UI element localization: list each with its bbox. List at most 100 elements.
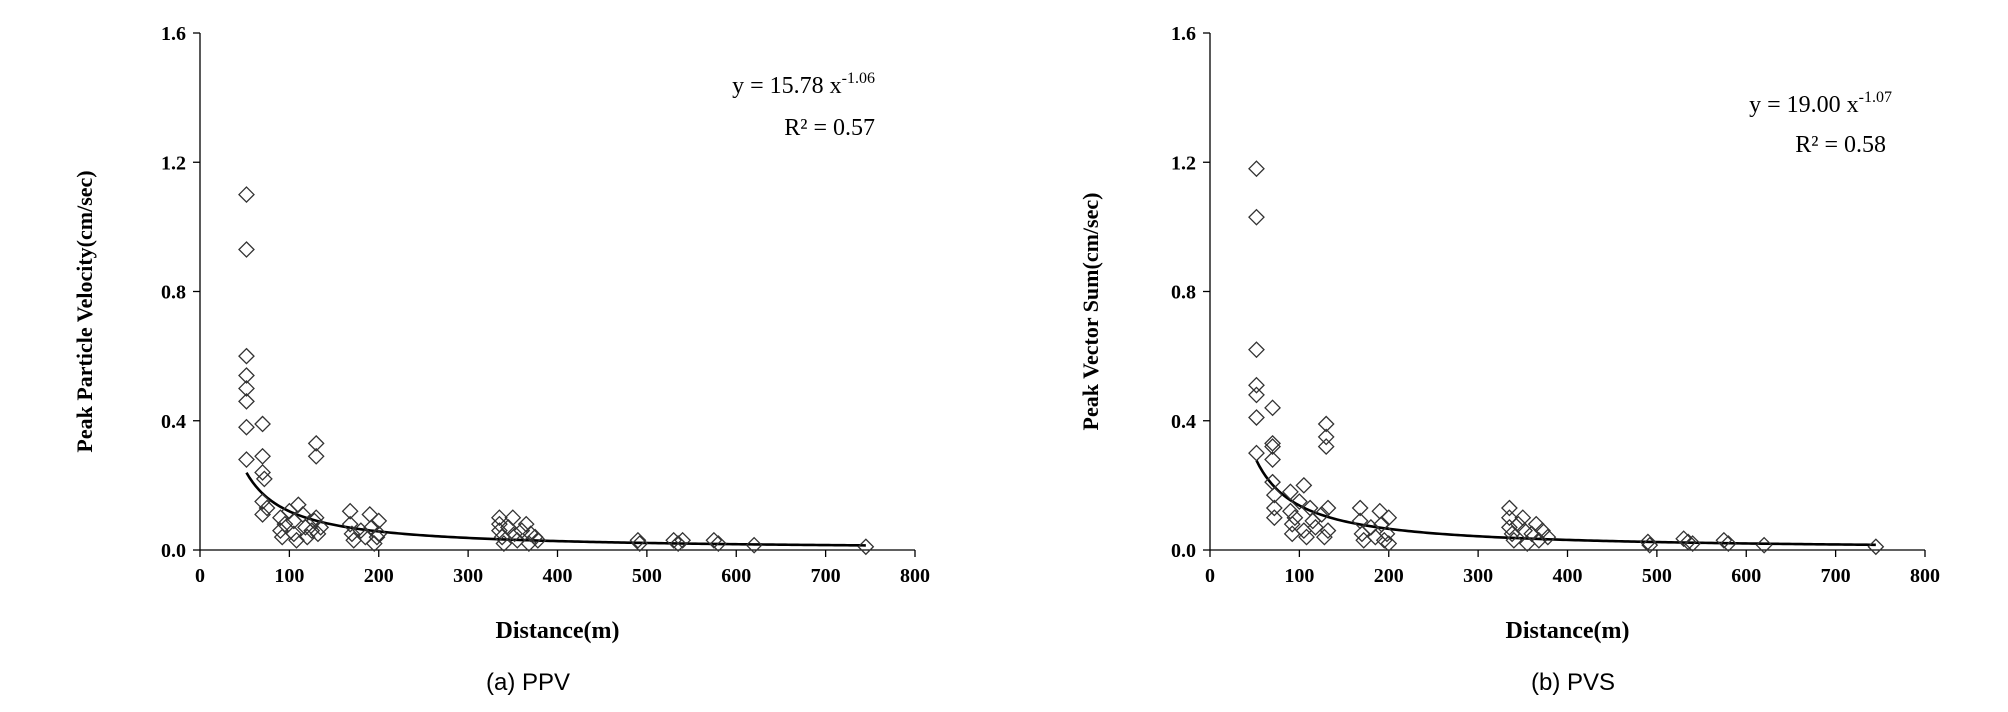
data-point — [520, 535, 538, 552]
y-tick-label: 1.6 — [1171, 23, 1196, 45]
y-tick-label: 0.0 — [1171, 540, 1196, 562]
y-tick-label: 1.2 — [161, 152, 186, 174]
data-point — [1679, 533, 1697, 551]
data-point — [356, 528, 374, 546]
data-point — [1351, 499, 1369, 517]
data-point — [1313, 506, 1331, 523]
trendline — [1255, 459, 1876, 547]
data-point — [341, 502, 359, 520]
data-point — [288, 531, 305, 549]
data-point — [1298, 528, 1315, 546]
data-point — [312, 518, 330, 536]
data-point — [1248, 376, 1265, 394]
x-axis-title: Distance(m) — [496, 618, 620, 644]
data-point — [238, 392, 255, 410]
data-point — [289, 496, 307, 514]
trendline-equation: y = 15.78 x-1.06 — [732, 70, 875, 99]
data-point — [513, 522, 531, 540]
data-point — [309, 525, 327, 543]
data-point — [1248, 160, 1265, 178]
data-point — [1265, 509, 1283, 527]
x-tick-label: 300 — [1463, 565, 1493, 587]
data-point — [705, 531, 723, 549]
y-tick-label: 1.2 — [1171, 152, 1196, 174]
data-point — [238, 451, 255, 468]
x-tick-label: 600 — [721, 565, 751, 587]
data-point — [490, 522, 508, 540]
data-point — [276, 515, 294, 533]
data-point — [307, 434, 325, 452]
data-point — [1319, 499, 1337, 517]
x-tick-label: 800 — [1910, 565, 1940, 587]
x-tick-label: 700 — [1821, 565, 1851, 587]
data-point — [238, 241, 255, 258]
data-point — [529, 531, 547, 549]
data-point — [709, 535, 727, 552]
x-tick-label: 0 — [1205, 565, 1215, 587]
data-point — [1319, 522, 1337, 540]
data-point — [1867, 538, 1885, 556]
x-tick-label: 400 — [543, 565, 573, 587]
trendline — [245, 471, 866, 547]
data-point — [504, 509, 522, 527]
data-point — [1500, 518, 1518, 536]
data-point — [254, 506, 271, 523]
data-point — [361, 506, 379, 523]
panel-caption: (a) PPV — [486, 669, 570, 696]
data-point — [1715, 531, 1733, 549]
data-point — [1248, 386, 1265, 404]
data-point — [1264, 434, 1281, 452]
data-point — [1505, 531, 1523, 549]
data-point — [307, 447, 325, 465]
data-point — [238, 418, 255, 436]
x-tick-label: 100 — [274, 565, 304, 587]
data-point — [1265, 499, 1283, 517]
data-point — [1539, 528, 1557, 546]
data-point — [1641, 536, 1659, 554]
x-tick-label: 500 — [632, 565, 662, 587]
data-point — [745, 536, 763, 554]
r-squared-label: R² = 0.57 — [784, 115, 875, 141]
data-point — [254, 493, 271, 510]
data-point — [272, 522, 289, 540]
data-point — [490, 509, 508, 527]
data-point — [1307, 518, 1324, 536]
data-point — [1317, 428, 1335, 446]
data-point — [352, 522, 370, 540]
data-point — [1530, 531, 1548, 549]
data-point — [1317, 438, 1335, 456]
data-point — [665, 531, 683, 549]
x-tick-label: 200 — [1374, 565, 1404, 587]
data-point — [1371, 502, 1389, 520]
x-tick-label: 100 — [1284, 565, 1314, 587]
x-axis-title: Distance(m) — [1506, 618, 1630, 644]
r-squared-label: R² = 0.58 — [1795, 132, 1886, 158]
data-point — [1282, 483, 1299, 501]
data-point — [258, 499, 276, 517]
data-point — [669, 535, 687, 552]
data-point — [674, 531, 692, 549]
data-point — [238, 380, 255, 397]
y-axis-title: Peak Particle Velocity(cm/sec) — [72, 170, 97, 452]
data-point — [1248, 409, 1265, 426]
data-point — [1317, 415, 1335, 433]
data-point — [1719, 535, 1737, 552]
y-tick-label: 0.8 — [1171, 282, 1196, 304]
data-point — [1248, 444, 1265, 462]
data-point — [1286, 509, 1304, 527]
x-tick-label: 700 — [811, 565, 841, 587]
y-tick-label: 0.4 — [161, 411, 186, 433]
data-point — [1639, 533, 1657, 551]
data-point — [341, 515, 359, 533]
data-point — [495, 535, 513, 552]
trendline-equation: y = 19.00 x-1.07 — [1749, 89, 1892, 118]
y-tick-label: 0.4 — [1171, 411, 1196, 433]
data-point — [631, 535, 649, 552]
data-point — [1290, 493, 1308, 510]
data-point — [1684, 535, 1702, 552]
x-tick-label: 500 — [1642, 565, 1672, 587]
x-tick-label: 300 — [453, 565, 483, 587]
data-point — [1755, 536, 1773, 554]
data-point — [285, 525, 303, 543]
data-point — [1248, 208, 1265, 226]
